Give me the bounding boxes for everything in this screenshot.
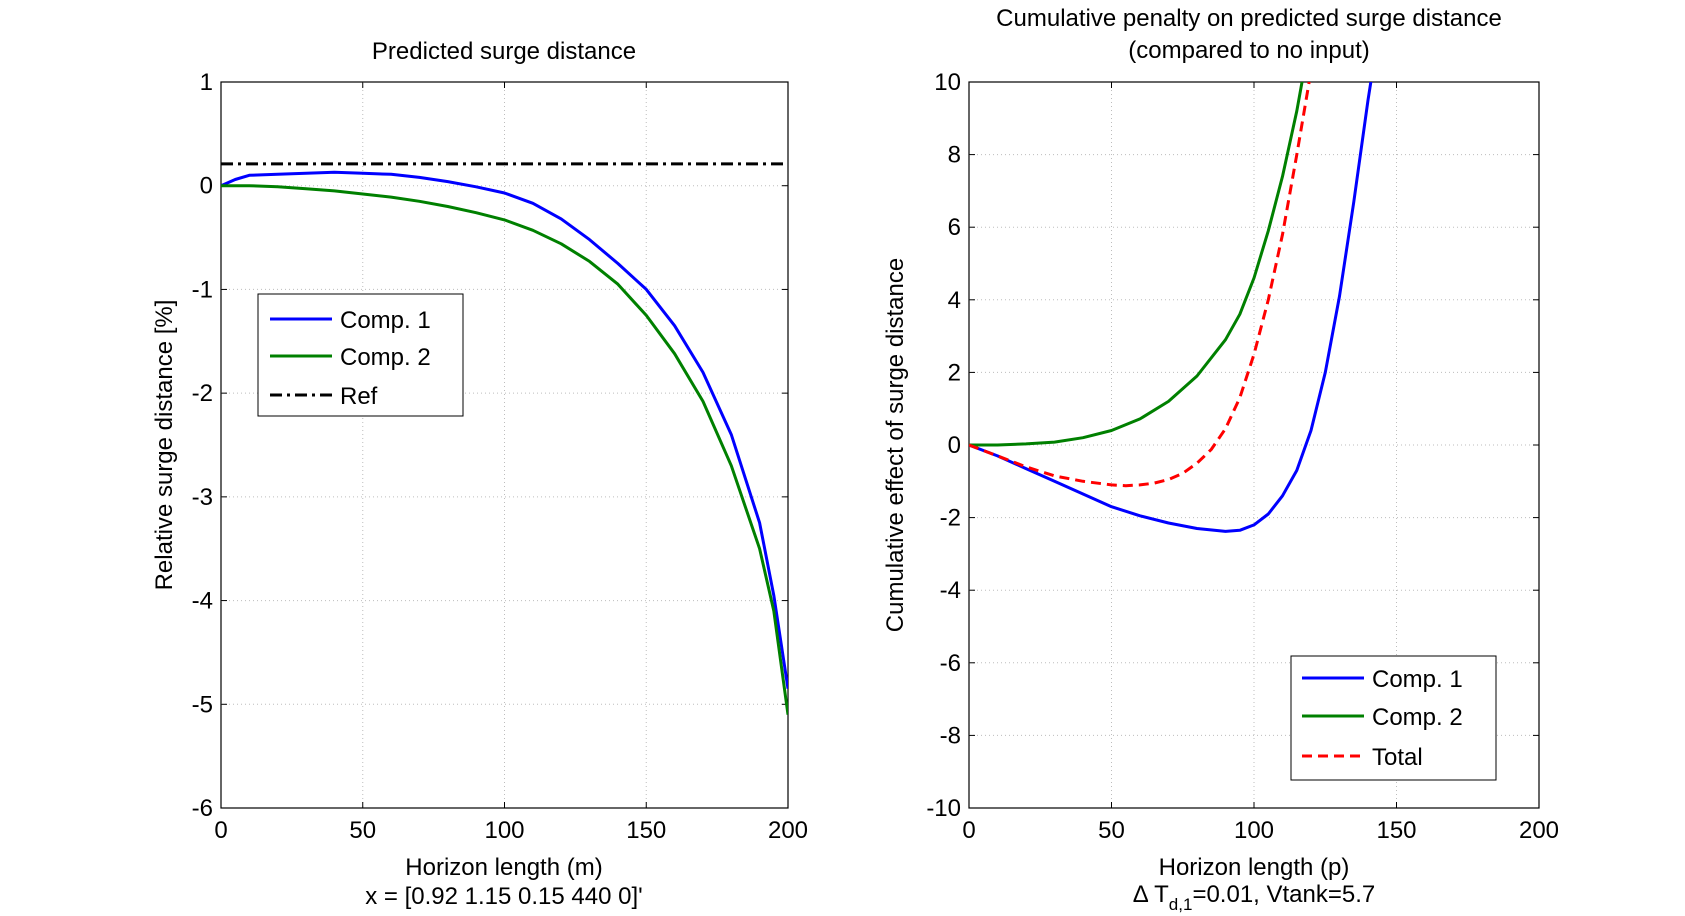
right-y-tick-label: -10 [926, 795, 961, 822]
right-y-tick-label: 0 [948, 432, 961, 459]
right-x-tick-label: 0 [962, 817, 975, 844]
right-x-tick-label: 200 [1519, 817, 1559, 844]
right-series-line-comp-2 [969, 82, 1304, 447]
right-chart-title: Cumulative penalty on predicted surge di… [996, 5, 1502, 32]
left-y-tick-label: 0 [200, 173, 213, 200]
right-legend: Comp. 1 Comp. 2 Total [1290, 655, 1497, 781]
right-series-line-total [969, 82, 1311, 488]
left-x-axis-sublabel: x = [0.92 1.15 0.15 440 0]' [365, 883, 642, 910]
left-legend-label-ref: Ref [340, 383, 378, 410]
right-y-tick-label: 4 [948, 287, 961, 314]
left-y-tick-label: -4 [192, 588, 213, 615]
left-x-tick-label: 200 [768, 817, 808, 844]
right-y-tick-label: -6 [940, 650, 961, 677]
left-series-line-comp-1 [221, 170, 788, 689]
right-legend-label-comp1: Comp. 1 [1372, 666, 1463, 693]
left-y-tick-label: -5 [192, 691, 213, 718]
right-y-tick-label: 2 [948, 359, 961, 386]
right-y-tick-label: -4 [940, 577, 961, 604]
left-legend: Comp. 1 Comp. 2 Ref [257, 293, 464, 417]
right-tick-labels: 0 50 100 150 200 10 8 6 4 2 0 -2 -4 -6 -8 -10 [926, 69, 1559, 844]
right-legend-label-comp2: Comp. 2 [1372, 704, 1463, 731]
left-legend-label-comp1: Comp. 1 [340, 307, 431, 334]
left-legend-label-comp2: Comp. 2 [340, 344, 431, 371]
right-chart-subtitle: (compared to no input) [1128, 37, 1369, 64]
right-x-axis-sublabel: Δ Td,1=0.01, Vtank=5.7 [1133, 881, 1376, 914]
right-y-tick-label: 10 [934, 69, 961, 96]
left-y-tick-label: -6 [192, 795, 213, 822]
left-y-tick-label: 1 [200, 69, 213, 96]
right-series-lines [969, 82, 1373, 533]
left-x-tick-label: 100 [484, 817, 524, 844]
left-tick-labels: 0 50 100 150 200 1 0 -1 -2 -3 -4 -5 -6 [192, 69, 808, 844]
left-y-tick-label: -1 [192, 276, 213, 303]
left-chart-title: Predicted surge distance [372, 38, 636, 65]
right-x-tick-label: 50 [1098, 817, 1125, 844]
left-x-tick-label: 150 [626, 817, 666, 844]
left-series-line-comp-2 [221, 184, 788, 715]
right-x-tick-label: 150 [1376, 817, 1416, 844]
left-x-tick-label: 0 [214, 817, 227, 844]
left-x-tick-label: 50 [349, 817, 376, 844]
right-x-axis-label: Horizon length (p) [1159, 854, 1350, 881]
right-x-sublabel-symbol: Δ T [1133, 881, 1169, 908]
left-series-lines [221, 162, 788, 715]
right-y-axis-label: Cumulative effect of surge distance [882, 258, 909, 632]
left-x-axis-label: Horizon length (m) [405, 854, 602, 881]
right-x-tick-label: 100 [1234, 817, 1274, 844]
right-y-tick-label: -2 [940, 505, 961, 532]
right-chart-panel: 0 50 100 150 200 10 8 6 4 2 0 -2 -4 -6 -8 -10 Cumulativ… [882, 5, 1559, 914]
right-y-tick-label: -8 [940, 722, 961, 749]
right-x-sublabel-rest: =0.01, Vtank=5.7 [1192, 881, 1375, 908]
right-y-tick-label: 6 [948, 214, 961, 241]
right-series-line-comp-1 [969, 82, 1373, 533]
right-y-tick-label: 8 [948, 142, 961, 169]
left-y-tick-label: -3 [192, 484, 213, 511]
right-legend-label-total: Total [1372, 744, 1423, 771]
left-y-tick-label: -2 [192, 380, 213, 407]
left-grid [220, 81, 789, 809]
left-y-axis-label: Relative surge distance [%] [151, 300, 178, 591]
right-x-sublabel-subscript: d,1 [1169, 895, 1193, 914]
left-chart-panel: 0 50 100 150 200 1 0 -1 -2 -3 -4 -5 -6 Predicted sur… [151, 38, 808, 910]
